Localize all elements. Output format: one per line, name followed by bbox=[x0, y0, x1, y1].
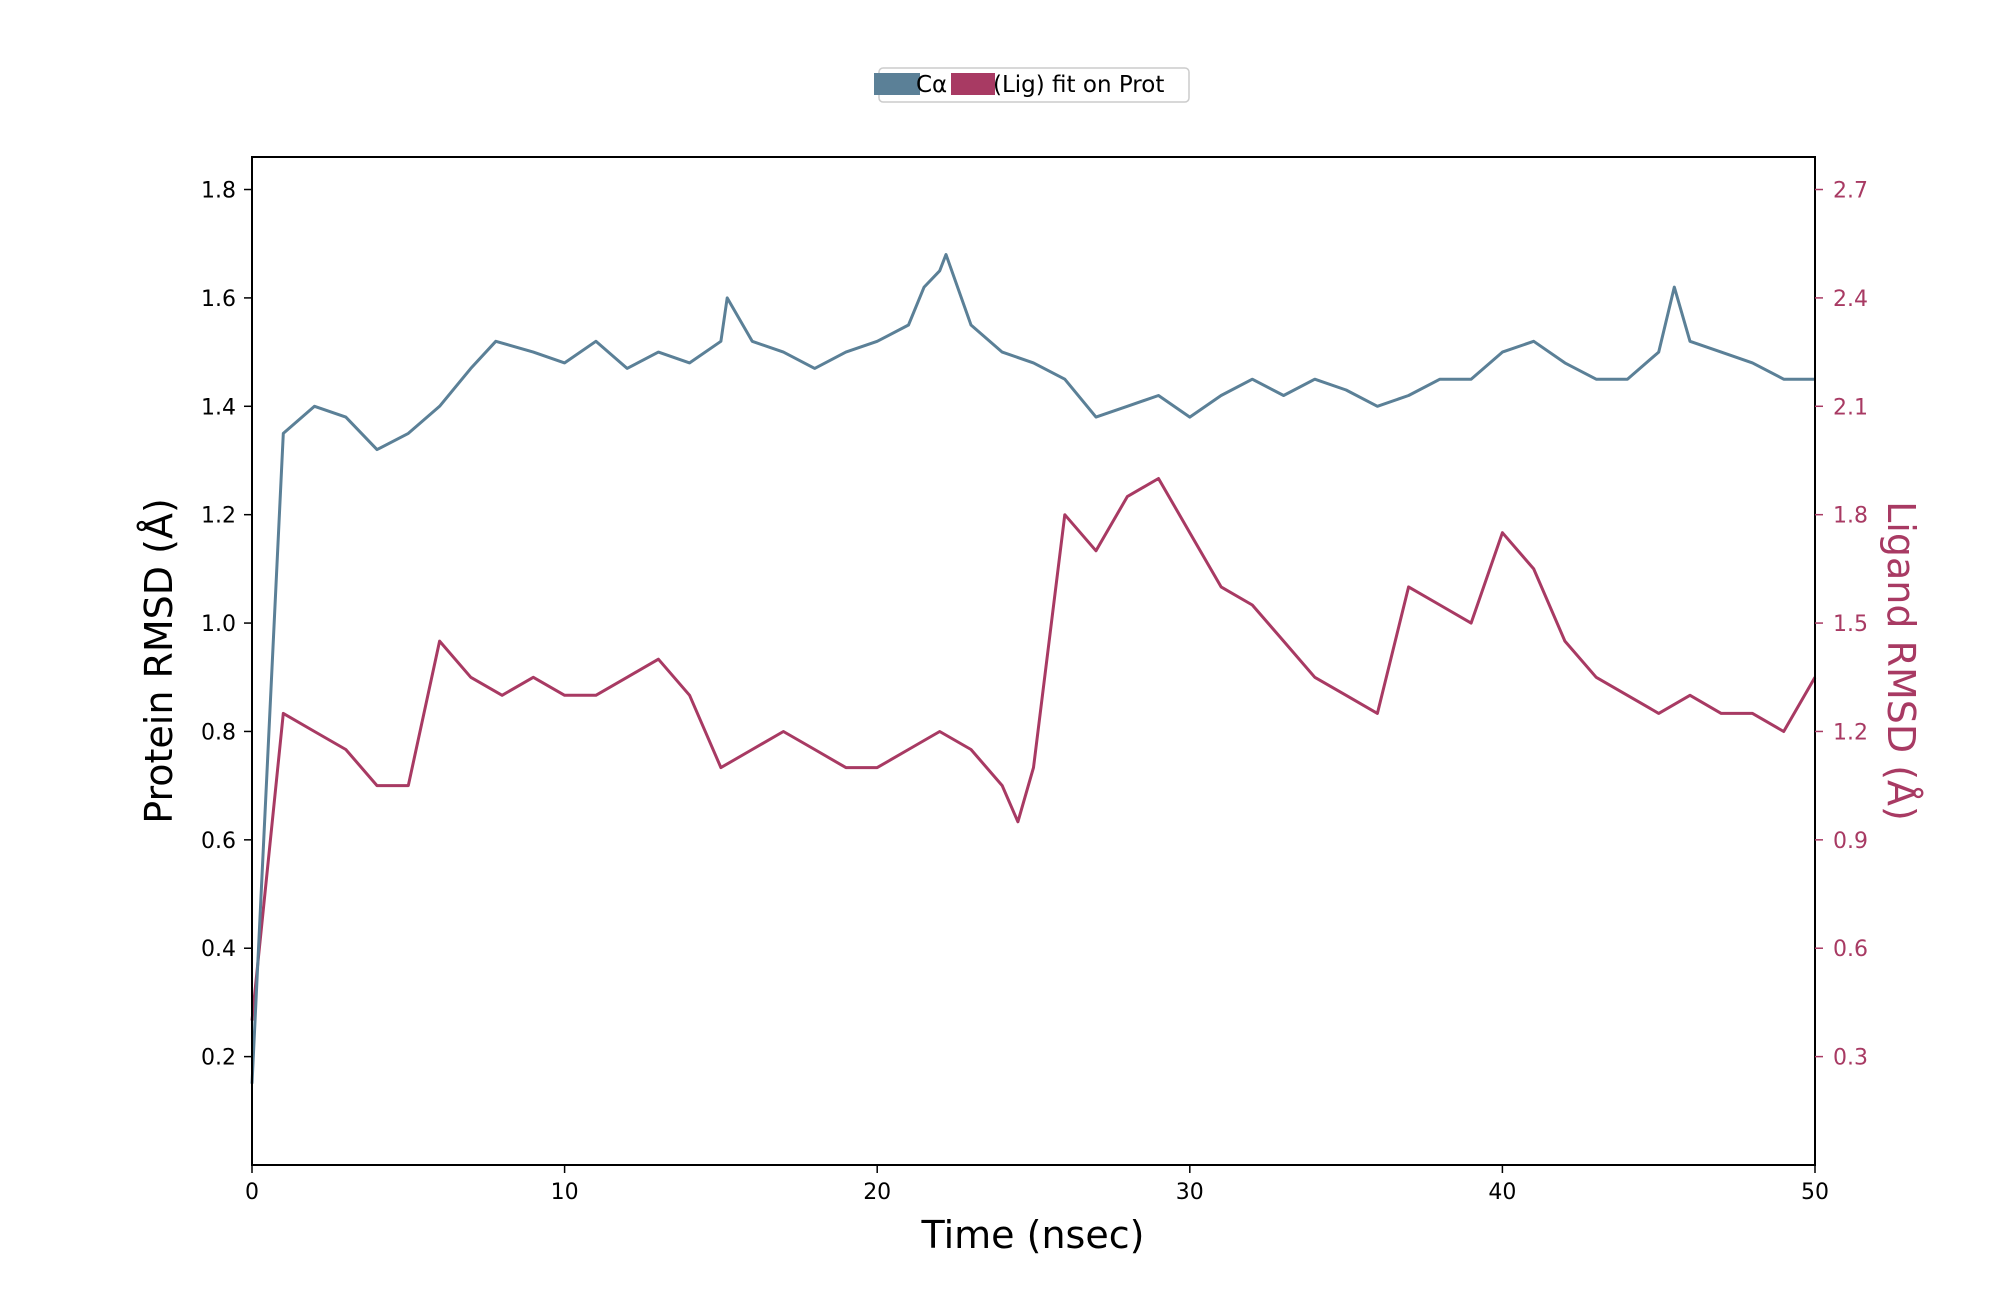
left-y-tick-label: 1.6 bbox=[201, 287, 236, 312]
x-tick-label: 50 bbox=[1801, 1180, 1829, 1205]
right-y-tick-label: 1.8 bbox=[1833, 504, 1868, 529]
x-tick-label: 40 bbox=[1488, 1180, 1516, 1205]
legend-swatch-protein bbox=[874, 73, 920, 95]
series-layer bbox=[250, 253, 1817, 1084]
right-y-axis-title: Ligand RMSD (Å) bbox=[1879, 501, 1923, 821]
x-tick-label: 10 bbox=[551, 1180, 579, 1205]
right-y-axis: 0.3 0.6 0.9 1.2 1.5 1.8 2.1 2.4 2.7 bbox=[1815, 179, 1868, 1071]
left-y-tick-label: 1.8 bbox=[201, 179, 236, 204]
right-y-tick-label: 0.6 bbox=[1833, 937, 1868, 962]
right-y-tick-label: 0.3 bbox=[1833, 1046, 1868, 1071]
plot-frame bbox=[251, 156, 1816, 1166]
left-y-tick-label: 0.6 bbox=[201, 829, 236, 854]
left-y-tick-label: 1.2 bbox=[201, 504, 236, 529]
x-axis-title: Time (nsec) bbox=[921, 1213, 1145, 1257]
left-y-tick-label: 0.4 bbox=[201, 937, 236, 962]
left-y-axis-title: Protein RMSD (Å) bbox=[137, 498, 181, 824]
right-y-tick-label: 0.9 bbox=[1833, 829, 1868, 854]
x-tick-label: 20 bbox=[863, 1180, 891, 1205]
series-line-ligand bbox=[250, 477, 1817, 1021]
legend-label-protein: Cα bbox=[916, 72, 947, 98]
right-y-tick-label: 1.2 bbox=[1833, 720, 1868, 745]
left-y-tick-label: 1.0 bbox=[201, 612, 236, 637]
legend-swatch-ligand bbox=[951, 73, 995, 95]
left-y-tick-label: 0.2 bbox=[201, 1046, 236, 1071]
left-y-tick-label: 0.8 bbox=[201, 720, 236, 745]
x-axis: 0 10 20 30 40 50 bbox=[245, 1165, 1829, 1205]
series-line-protein bbox=[250, 253, 1815, 1084]
legend: Cα (Lig) fit on Prot bbox=[874, 67, 1190, 103]
legend-label-ligand: (Lig) fit on Prot bbox=[993, 72, 1164, 98]
right-y-tick-label: 2.1 bbox=[1833, 395, 1868, 420]
right-y-tick-label: 2.7 bbox=[1833, 179, 1868, 204]
right-y-tick-label: 1.5 bbox=[1833, 612, 1868, 637]
x-tick-label: 0 bbox=[245, 1180, 259, 1205]
left-y-tick-label: 1.4 bbox=[201, 395, 236, 420]
left-y-axis: 0.2 0.4 0.6 0.8 1.0 1.2 1.4 1.6 1.8 bbox=[201, 179, 252, 1071]
right-y-tick-label: 2.4 bbox=[1833, 287, 1868, 312]
x-tick-label: 30 bbox=[1176, 1180, 1204, 1205]
